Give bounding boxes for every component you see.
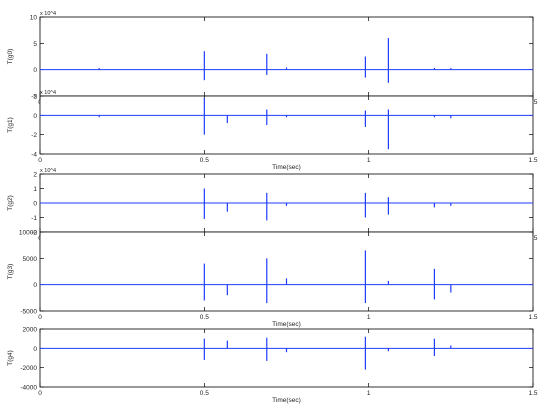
x-tick-label: 0 — [38, 157, 42, 164]
x-tick-label: 1.5 — [528, 390, 537, 397]
subplot-1: -4 -2 0 2 0 0.5 1 1.5 Time(sec) T(g1) x 10^4 — [7, 90, 538, 171]
x-tick-label: 1.5 — [528, 314, 537, 321]
y-tick-label: 0 — [33, 67, 37, 74]
y-axis-label: T(g4) — [7, 350, 14, 366]
x-tick-label: 0 — [38, 390, 42, 397]
y-tick-label: 10 — [30, 15, 38, 22]
exponent-label: x 10^4 — [40, 11, 56, 17]
x-tick-label: 0.5 — [200, 390, 209, 397]
x-tick-label: 1 — [367, 390, 371, 397]
x-tick-label: 0 — [38, 314, 42, 321]
y-tick-label: 2 — [33, 94, 37, 101]
y-tick-label: -4 — [31, 152, 37, 159]
y-axis-label: T(g3) — [7, 264, 14, 280]
y-tick-label: 0 — [33, 282, 37, 289]
axes-box — [39, 231, 534, 312]
axes-box — [39, 16, 534, 97]
y-tick-label: 5 — [33, 41, 37, 48]
y-tick-label: -4000 — [20, 385, 37, 392]
axes-box — [39, 328, 534, 388]
x-tick-label: 0.5 — [200, 314, 209, 321]
y-tick-label: 5000 — [23, 256, 38, 263]
x-tick-label: 1.5 — [528, 157, 537, 164]
y-tick-label: 2000 — [23, 327, 38, 334]
exponent-label: x 10^4 — [40, 90, 56, 96]
y-axis-label: T(g0) — [7, 49, 14, 65]
y-tick-label: -5000 — [20, 309, 37, 316]
y-tick-label: 1 — [33, 186, 37, 193]
x-tick-label: 0.5 — [200, 157, 209, 164]
y-tick-label: -1 — [31, 215, 37, 222]
y-tick-label: 0 — [33, 346, 37, 353]
subplot-4: -4000 -2000 0 2000 0 0.5 1 1.5 Time(sec) T(g4) — [7, 327, 538, 405]
x-axis-label: Time(sec) — [272, 321, 301, 328]
x-tick-label: 1 — [367, 157, 371, 164]
y-tick-label: -2000 — [20, 365, 37, 372]
y-tick-label: -2 — [31, 132, 37, 139]
x-axis-label: Time(sec) — [272, 397, 301, 404]
x-tick-label: 1 — [367, 314, 371, 321]
y-tick-label: 0 — [33, 113, 37, 120]
y-tick-label: 0 — [33, 201, 37, 208]
y-tick-label: 2 — [33, 172, 37, 179]
y-axis-label: T(g1) — [7, 117, 14, 133]
y-tick-label: -5 — [31, 94, 37, 101]
y-axis-label: T(g2) — [7, 195, 14, 211]
y-tick-label: 10000 — [19, 230, 37, 237]
x-axis-label: Time(sec) — [272, 164, 301, 171]
exponent-label: x 10^4 — [40, 168, 56, 174]
axes-box — [39, 95, 534, 155]
y-tick-label: -2 — [31, 230, 37, 237]
